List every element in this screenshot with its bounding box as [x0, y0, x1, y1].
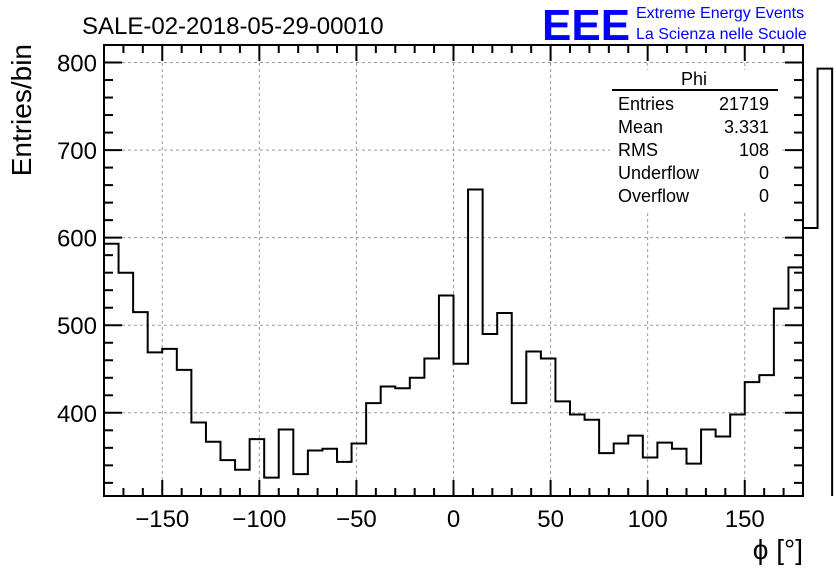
y-tick-label: 500: [57, 313, 97, 340]
stats-label-mean: Mean: [618, 117, 663, 137]
stats-box-background: [610, 70, 780, 210]
eee-logo-mark: EEE: [542, 1, 630, 50]
stats-label-overflow: Overflow: [618, 186, 690, 206]
x-tick-label: 100: [628, 506, 668, 533]
logo-line-1: Extreme Energy Events: [636, 5, 804, 22]
y-tick-label: 700: [57, 138, 97, 165]
eee-logo: EEE Extreme Energy Events La Scienza nel…: [542, 1, 807, 50]
stats-box: Phi Entries 21719 Mean 3.331 RMS 108 Underflow…: [610, 69, 780, 210]
stats-value-rms: 108: [739, 140, 769, 160]
stats-value-entries: 21719: [719, 94, 769, 114]
logo-line-2: La Scienza nelle Scuole: [636, 26, 807, 43]
stats-value-overflow: 0: [759, 186, 769, 206]
x-tick-labels: −150 −100 −50 0 50 100 150: [135, 506, 765, 533]
stats-label-rms: RMS: [618, 140, 658, 160]
y-tick-labels: 400 500 600 700 800: [57, 51, 97, 428]
stats-label-underflow: Underflow: [618, 163, 700, 183]
y-tick-label: 800: [57, 51, 97, 78]
stats-value-underflow: 0: [759, 163, 769, 183]
x-tick-label: −100: [232, 506, 286, 533]
axis-ticks: [103, 44, 804, 496]
x-tick-label: 0: [447, 506, 460, 533]
stats-title: Phi: [681, 69, 707, 89]
stats-value-mean: 3.331: [724, 117, 769, 137]
histogram-line: [103, 67, 834, 496]
y-tick-label: 400: [57, 401, 97, 428]
y-axis-label: Entries/bin: [6, 44, 37, 176]
x-tick-label: −50: [336, 506, 377, 533]
x-tick-label: −150: [135, 506, 189, 533]
x-tick-label: 50: [537, 506, 564, 533]
x-axis-label: ϕ [°]: [753, 534, 803, 565]
chart-title: SALE-02-2018-05-29-00010: [82, 13, 384, 40]
x-tick-label: 150: [725, 506, 765, 533]
y-tick-label: 600: [57, 226, 97, 253]
stats-label-entries: Entries: [618, 94, 674, 114]
